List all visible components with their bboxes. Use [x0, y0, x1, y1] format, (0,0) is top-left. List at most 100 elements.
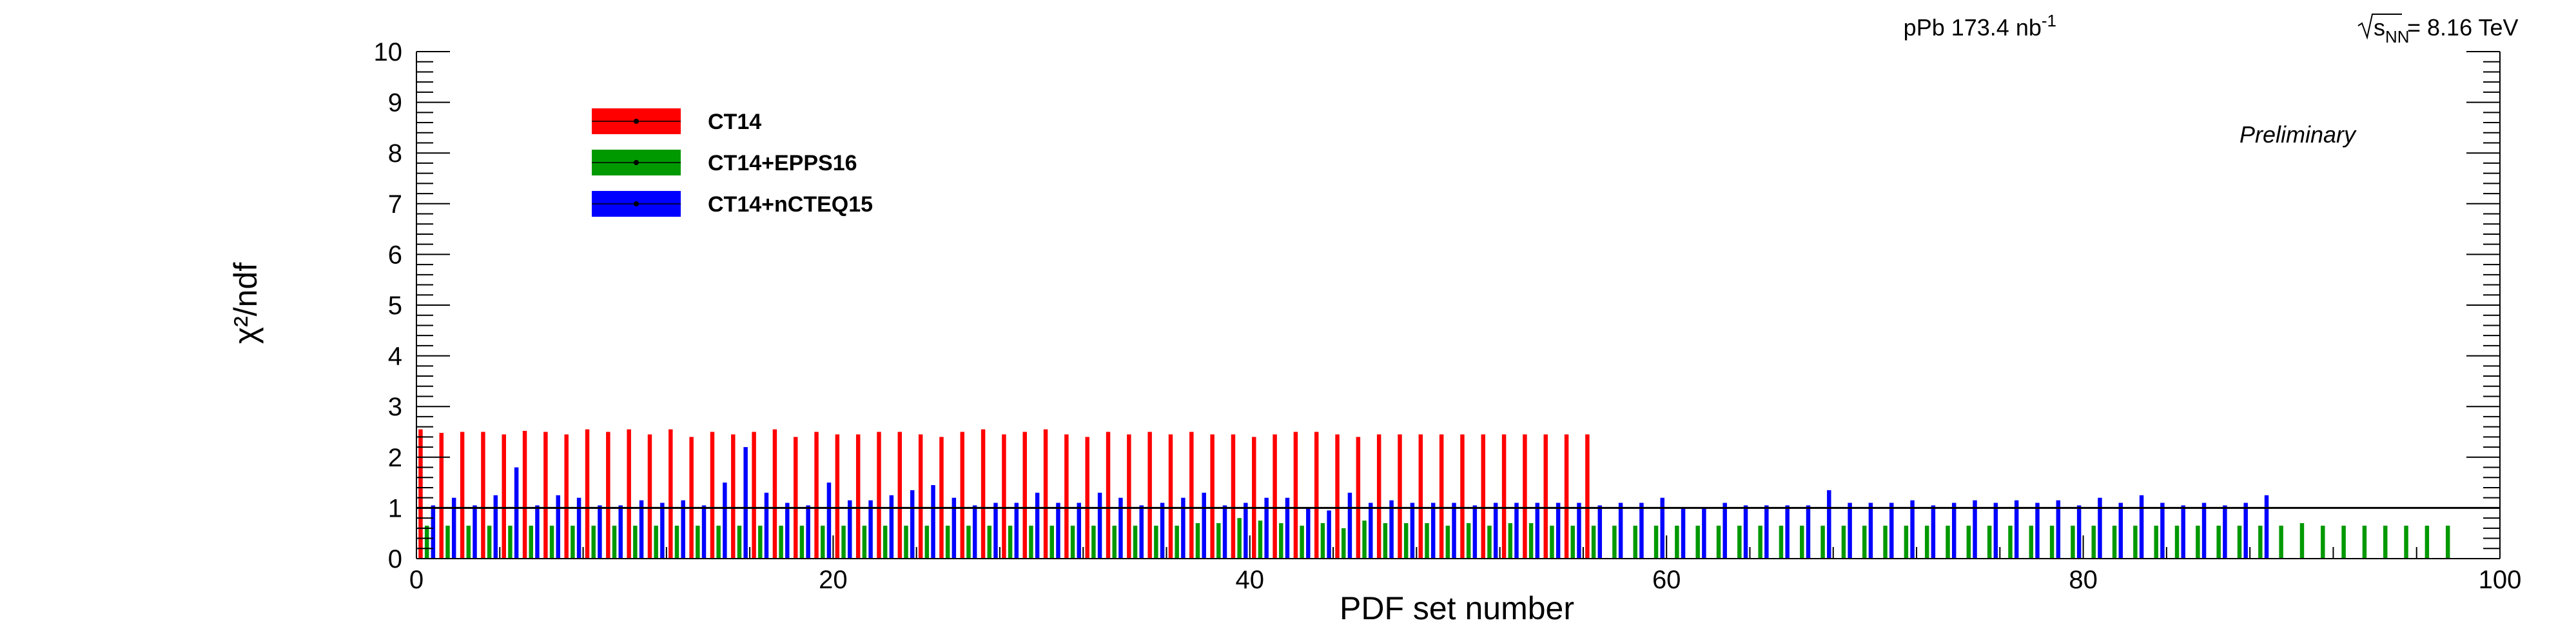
bar — [1827, 490, 1831, 559]
bar — [439, 433, 444, 559]
bar — [1862, 525, 1867, 559]
bar — [591, 525, 596, 559]
bar — [1946, 525, 1950, 559]
bar — [1091, 525, 1096, 559]
bar — [2237, 525, 2242, 559]
bar — [1077, 503, 1082, 559]
bar — [2181, 505, 2185, 559]
bar — [1376, 434, 1381, 559]
bar — [1022, 432, 1027, 559]
bar — [451, 497, 456, 559]
bar — [2049, 525, 2054, 559]
bar — [606, 432, 610, 559]
bar — [1591, 525, 1596, 559]
bar — [2299, 522, 2305, 559]
bar — [576, 497, 581, 559]
y-tick-label: 7 — [388, 190, 402, 219]
bar — [1293, 432, 1298, 559]
bar — [1085, 437, 1089, 559]
bar — [1924, 525, 1929, 559]
bar — [1216, 522, 1221, 559]
bar — [2091, 525, 2096, 559]
y-tick-label: 5 — [388, 292, 402, 320]
bar — [1195, 522, 1200, 559]
bar — [1445, 525, 1450, 559]
bar — [612, 525, 617, 559]
bar — [556, 495, 561, 559]
bar — [1764, 505, 1769, 559]
bar — [1181, 497, 1186, 559]
bar — [431, 505, 436, 559]
bar — [473, 505, 477, 559]
bar — [716, 525, 721, 559]
bar — [1779, 525, 1784, 559]
bar — [1237, 518, 1242, 559]
bar — [987, 525, 992, 559]
bar — [993, 503, 998, 559]
bar — [1675, 525, 1679, 559]
bar — [743, 447, 748, 559]
energy-subscript: NN — [2385, 27, 2410, 46]
bar — [535, 505, 540, 559]
bar — [806, 505, 810, 559]
bar — [1418, 434, 1423, 559]
bar — [2056, 500, 2061, 559]
bar — [1369, 503, 1373, 559]
energy-symbol: s — [2374, 14, 2385, 41]
bar — [1695, 525, 1700, 559]
bar — [1362, 521, 1367, 559]
bar — [2154, 525, 2158, 559]
bar — [1556, 503, 1561, 559]
bar — [2383, 525, 2388, 559]
bar — [1306, 508, 1311, 559]
bar — [681, 500, 685, 559]
bar — [2076, 505, 2082, 559]
bar — [877, 432, 881, 559]
bar — [2321, 525, 2325, 559]
bar — [1883, 525, 1888, 559]
bar — [1508, 522, 1513, 559]
bar — [674, 525, 679, 559]
bar — [951, 497, 957, 559]
bar — [571, 525, 575, 559]
bar — [618, 505, 623, 559]
bar — [2133, 525, 2138, 559]
bar — [1425, 522, 1429, 559]
bar — [2201, 503, 2207, 559]
bar — [1056, 503, 1060, 559]
bar — [585, 429, 590, 559]
y-axis-title: χ²/ndf — [228, 263, 264, 344]
bar — [647, 434, 652, 559]
bar — [508, 525, 512, 559]
bar — [1035, 492, 1040, 559]
bar — [1848, 503, 1852, 559]
bar — [1785, 505, 1790, 559]
bar — [1342, 528, 1346, 559]
bar — [897, 432, 903, 559]
bar — [826, 483, 832, 559]
bar — [1523, 434, 1527, 559]
bar — [1612, 525, 1617, 559]
bar — [1597, 505, 1603, 559]
bar — [1800, 525, 1804, 559]
bar — [1550, 525, 1554, 559]
bar — [1070, 525, 1075, 559]
bar — [2035, 503, 2040, 559]
x-tick-label: 100 — [2479, 566, 2522, 594]
bar — [1716, 525, 1721, 559]
bar — [972, 505, 977, 559]
bar — [1008, 525, 1013, 559]
bar — [1466, 522, 1471, 559]
bar — [1160, 503, 1165, 559]
bar — [1252, 437, 1256, 559]
x-axis-title: PDF set number — [1340, 590, 1574, 626]
bar — [1722, 503, 1727, 559]
bar — [931, 485, 935, 559]
bar — [1064, 434, 1069, 559]
bar — [424, 525, 429, 559]
bar — [723, 483, 727, 559]
bar — [1535, 503, 1540, 559]
bar — [1993, 503, 1998, 559]
bar — [2362, 525, 2367, 559]
bar — [2174, 525, 2180, 559]
